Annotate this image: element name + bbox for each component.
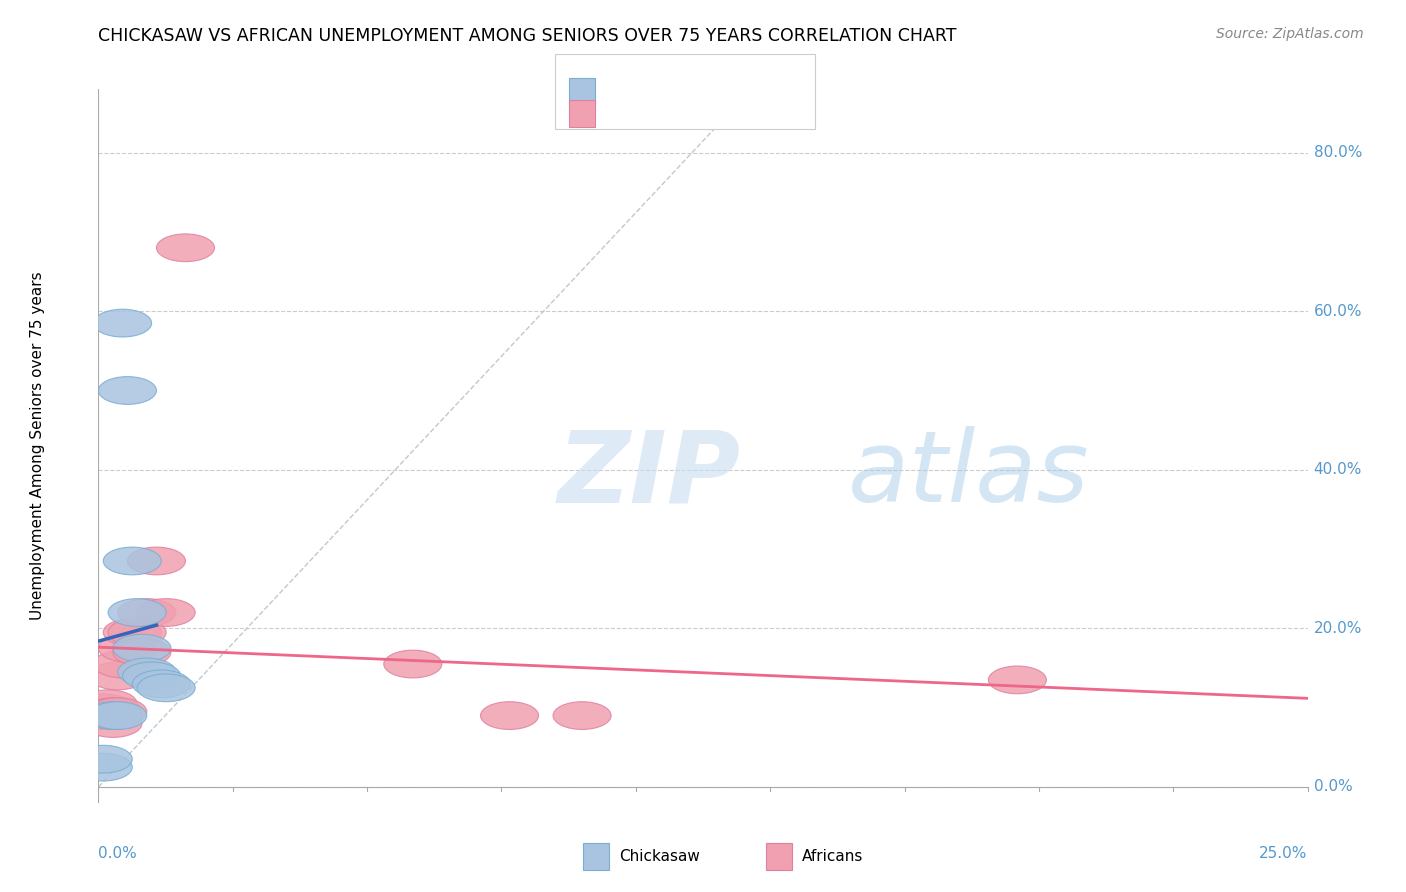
Ellipse shape xyxy=(118,658,176,686)
Ellipse shape xyxy=(89,698,146,725)
Ellipse shape xyxy=(75,753,132,781)
Text: 0.0%: 0.0% xyxy=(98,846,138,861)
Ellipse shape xyxy=(112,634,172,662)
Ellipse shape xyxy=(75,702,132,730)
Ellipse shape xyxy=(98,634,156,662)
Ellipse shape xyxy=(89,702,146,730)
Ellipse shape xyxy=(108,618,166,646)
Text: 80.0%: 80.0% xyxy=(1313,145,1362,161)
Text: R =: R = xyxy=(602,106,636,120)
Text: 0.236   N = 13: 0.236 N = 13 xyxy=(634,84,761,98)
Ellipse shape xyxy=(75,694,132,722)
Ellipse shape xyxy=(94,650,152,678)
Text: ZIP: ZIP xyxy=(558,426,741,523)
Ellipse shape xyxy=(84,702,142,730)
Text: 40.0%: 40.0% xyxy=(1313,462,1362,477)
Ellipse shape xyxy=(108,599,166,626)
Ellipse shape xyxy=(75,746,132,773)
Text: 0.0%: 0.0% xyxy=(1313,780,1353,795)
Ellipse shape xyxy=(89,662,146,690)
Ellipse shape xyxy=(103,547,162,574)
Text: Chickasaw: Chickasaw xyxy=(619,849,700,863)
Ellipse shape xyxy=(94,310,152,337)
Ellipse shape xyxy=(112,639,172,666)
Ellipse shape xyxy=(98,376,156,404)
Ellipse shape xyxy=(84,698,142,725)
Ellipse shape xyxy=(122,662,180,690)
Text: CHICKASAW VS AFRICAN UNEMPLOYMENT AMONG SENIORS OVER 75 YEARS CORRELATION CHART: CHICKASAW VS AFRICAN UNEMPLOYMENT AMONG … xyxy=(98,27,957,45)
Text: 60.0%: 60.0% xyxy=(1313,303,1362,318)
Ellipse shape xyxy=(481,702,538,730)
Ellipse shape xyxy=(79,702,138,730)
Ellipse shape xyxy=(132,670,190,698)
Ellipse shape xyxy=(118,599,176,626)
Ellipse shape xyxy=(553,702,612,730)
Ellipse shape xyxy=(128,547,186,574)
Ellipse shape xyxy=(384,650,441,678)
Text: Unemployment Among Seniors over 75 years: Unemployment Among Seniors over 75 years xyxy=(31,272,45,620)
Ellipse shape xyxy=(138,674,195,702)
Text: 20.0%: 20.0% xyxy=(1313,621,1362,636)
Text: atlas: atlas xyxy=(848,426,1090,523)
Text: R =: R = xyxy=(602,84,636,98)
Ellipse shape xyxy=(103,618,162,646)
Text: 25.0%: 25.0% xyxy=(1260,846,1308,861)
Text: Source: ZipAtlas.com: Source: ZipAtlas.com xyxy=(1216,27,1364,41)
Ellipse shape xyxy=(84,710,142,738)
Text: -0.045   N = 21: -0.045 N = 21 xyxy=(634,106,762,120)
Ellipse shape xyxy=(156,234,215,261)
Ellipse shape xyxy=(988,666,1046,694)
Ellipse shape xyxy=(79,690,138,717)
Ellipse shape xyxy=(138,599,195,626)
Text: Africans: Africans xyxy=(801,849,863,863)
